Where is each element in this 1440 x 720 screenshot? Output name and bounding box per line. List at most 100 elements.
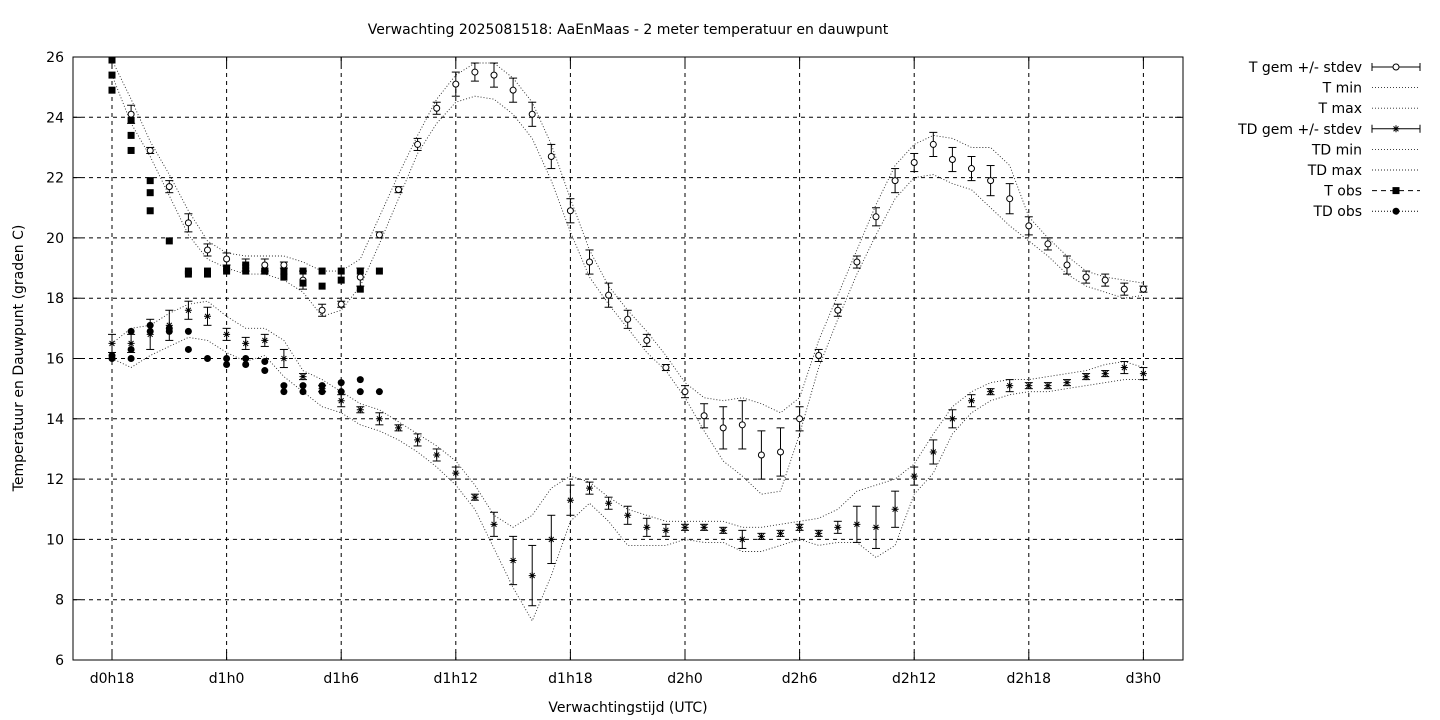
t-gem-point [165,183,173,191]
t-gem-point [891,177,899,185]
t-gem-point [395,186,402,194]
t-gem-point [184,219,192,227]
td-gem-point [204,312,211,320]
td-gem-point [815,529,823,537]
t-obs-point [356,267,364,275]
t-gem-point [127,110,135,118]
y-tick-label: 8 [55,593,64,609]
x-tick-label: d1h12 [434,671,478,687]
t-obs-point [356,285,364,293]
t-gem-point [948,156,956,164]
td-gem-point [1063,379,1071,387]
y-tick-label: 10 [46,532,64,548]
td-gem-point [414,436,422,444]
t-gem-point [414,140,422,148]
t-gem-point [815,351,823,359]
td-obs-point [223,361,231,369]
series-line-t-min [111,74,1144,495]
td-gem-point [280,355,288,362]
td-obs-point [146,321,154,329]
y-axis-label: Temperatuur en Dauwpunt (graden C) [11,225,27,493]
legend-swatch-marker [1392,125,1400,133]
chart-title: Verwachting 2025081518: AaEnMaas - 2 met… [368,22,889,38]
legend-label: T obs [1323,184,1362,200]
td-gem-point [1120,364,1128,372]
td-obs-point [223,355,231,362]
td-gem-point [624,511,632,519]
td-gem-point [1139,370,1147,378]
td-gem-point [910,472,918,480]
td-gem-point [643,523,651,531]
legend: T gem +/- stdev T min T max TD gem +/- stde… [1237,60,1421,220]
t-gem-point [204,246,211,254]
td-obs-point [184,345,192,353]
td-gem-point [299,373,307,381]
td-gem-point [337,397,345,405]
t-obs-point [223,267,231,275]
t-obs-point [375,267,383,275]
td-gem-point [471,493,479,501]
td-gem-point [528,572,536,580]
y-tick-label: 12 [46,472,64,488]
td-gem-point [433,451,441,459]
x-axis-label: Verwachtingstijd (UTC) [548,700,707,716]
t-obs-point [127,116,135,124]
legend-label: T gem +/- stdev [1248,60,1362,76]
td-obs-point [337,379,345,387]
t-obs-point [337,276,345,284]
t-obs-point [299,267,307,275]
y-tick-label: 14 [46,412,64,428]
legend-swatch-marker [1392,63,1400,71]
td-obs-point [337,388,345,396]
td-gem-point [509,557,517,565]
td-gem-point [929,448,937,456]
legend-label: TD gem +/- stdev [1237,122,1362,138]
y-tick-label: 26 [46,50,64,66]
td-obs-point [127,327,135,335]
t-gem-point [280,261,288,269]
t-obs-point [318,282,326,290]
t-obs-point [318,267,326,275]
y-tick-label: 18 [46,291,64,307]
t-gem-point [643,336,651,344]
y-tick-label: 16 [46,352,64,368]
t-obs-point [146,177,154,185]
t-obs-point [280,273,288,281]
legend-swatch-marker [1392,207,1400,215]
td-gem-point [242,339,250,347]
td-gem-point [261,336,269,344]
x-tick-label: d2h18 [1007,671,1051,687]
t-gem-point [853,258,861,266]
td-obs-point [127,345,135,353]
x-tick-label: d0h18 [90,671,134,687]
td-obs-point [356,388,364,396]
td-obs-point [299,388,307,396]
t-gem-point [1044,240,1052,248]
t-obs-point [261,267,269,275]
td-gem-point [566,496,574,504]
x-tick-label: d1h0 [209,671,245,687]
legend-label: TD max [1307,163,1362,179]
x-tick-label: d1h18 [548,671,592,687]
t-gem-point [223,255,231,263]
td-obs-point [108,355,116,362]
x-tick-label: d2h12 [892,671,936,687]
t-gem-point [834,306,842,314]
td-gem-point [777,529,784,537]
t-gem-point [452,80,460,88]
x-tick-label: d3h0 [1126,671,1162,687]
td-gem-point [586,484,593,492]
legend-label: T max [1317,101,1362,117]
t-gem-point [1025,222,1033,230]
x-tick-label: d2h0 [667,671,703,687]
td-obs-point [242,361,250,369]
td-obs-point [261,367,269,375]
t-gem-point [1101,276,1109,284]
t-gem-point [968,165,975,173]
axis-ticks: 6 8 10 12 14 16 18 20 22 24 26 d0h18 d1h0 d1h6 d1h12 d1… [46,50,1183,687]
t-gem-point [356,273,364,281]
t-gem-point [490,71,498,79]
td-obs-point [204,355,211,362]
t-gem-point [700,412,708,420]
